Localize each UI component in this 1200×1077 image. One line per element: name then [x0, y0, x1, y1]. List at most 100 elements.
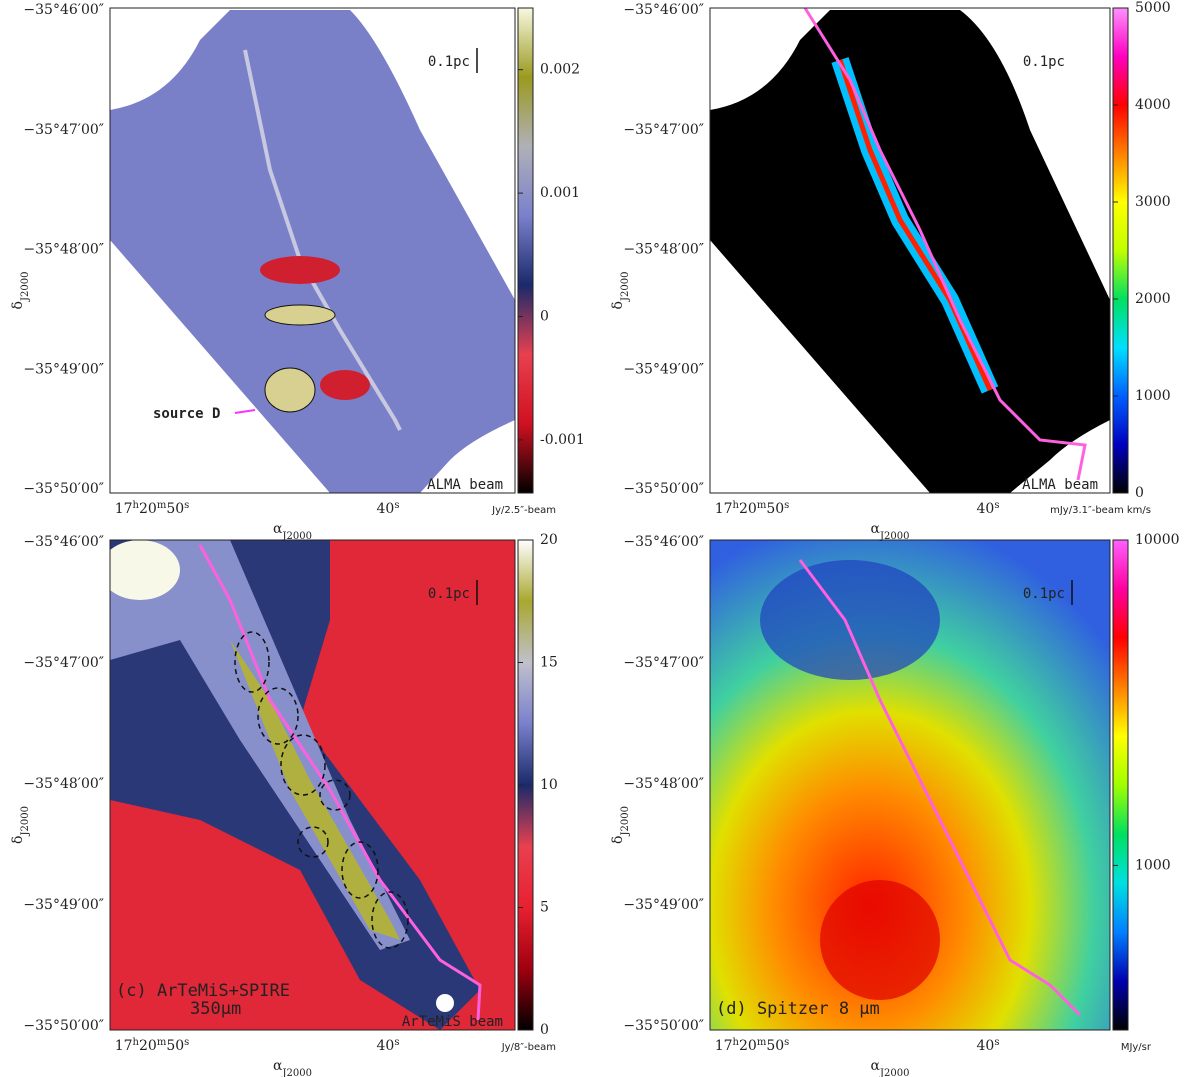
- panel-label-part: 2: [808, 475, 814, 486]
- y-axis-label-part: J2000: [620, 272, 631, 302]
- colorbar-tick-label: 10000: [1135, 532, 1180, 548]
- dec-tick-label: −35°47′00″: [623, 655, 704, 671]
- ra-tick-label-part: s: [994, 500, 999, 511]
- ra-tick-label: 40s: [377, 1037, 400, 1055]
- beam-label: ArTeMiS beam: [402, 1014, 503, 1030]
- y-axis-label-part: J2000: [620, 806, 631, 836]
- emission: [760, 560, 940, 680]
- beam-label: ALMA beam: [1022, 477, 1098, 493]
- ra-tick-label-part: 20: [739, 501, 757, 517]
- dec-tick-label: −35°47′00″: [623, 122, 704, 138]
- ra-tick-label-part: 40: [377, 501, 395, 517]
- colorbar-tick-label: 0: [540, 1022, 549, 1038]
- beam-label: ALMA beam: [427, 477, 503, 493]
- y-axis-label-part: J2000: [20, 806, 31, 836]
- scalebar-label: 0.1pc: [428, 586, 470, 602]
- x-axis-label: αJ2000: [871, 521, 910, 542]
- clump-ellipses: [234, 631, 409, 949]
- ra-tick-label-part: 40: [377, 1038, 395, 1054]
- emission: [320, 370, 370, 400]
- ra-tick-label-part: 40: [977, 501, 995, 517]
- y-axis-label: δJ2000: [10, 272, 31, 310]
- dec-tick-label: −35°50′00″: [23, 1018, 104, 1034]
- ra-tick-label: 17h20m50s: [115, 1037, 190, 1055]
- colorbar-tick-label: 5000: [1135, 0, 1171, 16]
- ra-tick-label: 40s: [377, 500, 400, 518]
- y-axis-label: δJ2000: [10, 806, 31, 844]
- x-axis-label-part: J2000: [879, 531, 909, 542]
- ra-tick-label-part: 17: [715, 1038, 733, 1054]
- scalebar-label: 0.1pc: [1023, 586, 1065, 602]
- scalebar-label: 0.1pc: [1023, 54, 1065, 70]
- dec-tick-label: −35°46′00″: [23, 534, 104, 550]
- dec-tick-label: −35°48′00″: [623, 242, 704, 258]
- panel-label-part: (b)ALMA N: [716, 462, 808, 482]
- panel-label: (a)ALMA 3.1mm: [116, 462, 249, 482]
- colorbar-tick-label: -0.001: [540, 432, 585, 448]
- colorbar-unit: Jy/2.5″-beam: [491, 505, 556, 516]
- image-a: [110, 8, 515, 493]
- ra-tick-label-part: 50: [766, 1038, 784, 1054]
- ra-tick-label-part: 50: [166, 1038, 184, 1054]
- ra-tick-label-part: h: [133, 500, 140, 511]
- ra-tick-label: 17h20m50s: [715, 500, 790, 518]
- ra-tick-label: 17h20m50s: [115, 500, 190, 518]
- annotation: source D: [153, 406, 220, 422]
- colorbar-tick-label: 4000: [1135, 97, 1171, 113]
- ra-tick-label-part: h: [733, 1037, 740, 1048]
- panel-label-part: (d) Spitzer 8 μm: [716, 999, 880, 1019]
- image-c: [110, 540, 515, 1030]
- emission: [820, 880, 940, 1000]
- ra-tick-label-part: 50: [766, 501, 784, 517]
- colorbar-tick-label: 10: [540, 777, 558, 793]
- dec-tick-label: −35°49′00″: [23, 897, 104, 913]
- y-axis-label-part: J2000: [20, 272, 31, 302]
- beam: [436, 994, 454, 1012]
- panel-label-part: 350μm: [190, 999, 241, 1019]
- filament-spines: [198, 7, 1087, 1021]
- colorbar-unit: mJy/3.1″-beam km/s: [1050, 505, 1151, 516]
- dec-tick-label: −35°49′00″: [23, 361, 104, 377]
- panel-label-part: (a)ALMA 3.1mm: [116, 462, 249, 482]
- filament: [243, 49, 402, 431]
- ra-tick-label-part: h: [733, 500, 740, 511]
- dec-tick-label: −35°48′00″: [23, 242, 104, 258]
- image-b: [710, 8, 1110, 493]
- x-axis-label-part: α: [273, 1058, 283, 1074]
- dec-tick-label: −35°49′00″: [623, 361, 704, 377]
- ra-tick-label-part: h: [133, 1037, 140, 1048]
- ra-tick-label-part: 17: [115, 1038, 133, 1054]
- colorbar-tick-label: 0: [1135, 485, 1144, 501]
- x-axis-label: αJ2000: [871, 1058, 910, 1077]
- y-axis-label-part: δ: [610, 301, 626, 309]
- ra-tick-label-part: 17: [715, 501, 733, 517]
- ra-tick-label-part: s: [784, 1037, 789, 1048]
- x-axis-label: αJ2000: [273, 1058, 312, 1077]
- colorbar-unit: MJy/sr: [1121, 1042, 1152, 1053]
- colorbar-tick-label: 20: [540, 532, 558, 548]
- x-axis-label-part: J2000: [282, 531, 312, 542]
- colorbar: [517, 7, 534, 494]
- panel-label: (d) Spitzer 8 μm: [716, 999, 880, 1019]
- ra-tick-label-part: 20: [139, 501, 157, 517]
- ra-tick-label: 40s: [977, 1037, 1000, 1055]
- emission: [264, 304, 336, 326]
- ra-tick-label-part: 50: [166, 501, 184, 517]
- x-axis-label: αJ2000: [273, 521, 312, 542]
- colorbar-tick-label: 2000: [1135, 291, 1171, 307]
- dec-tick-label: −35°47′00″: [23, 655, 104, 671]
- ra-tick-label-part: s: [184, 1037, 189, 1048]
- x-axis-label-part: J2000: [282, 1068, 312, 1077]
- panel-label-part: H: [814, 462, 824, 482]
- panel-frames: [109, 7, 1111, 1031]
- panel-label: (b)ALMA N2H+: [716, 462, 830, 486]
- scalebar-label: 0.1pc: [428, 54, 470, 70]
- colorbar-tick-label: 5: [540, 900, 549, 916]
- ra-tick-label-part: 40: [977, 1038, 995, 1054]
- ra-tick-label-part: s: [784, 500, 789, 511]
- colorbar-tick-label: 0: [540, 309, 549, 325]
- ra-tick-label-part: 17: [115, 501, 133, 517]
- colorbar-tick-label: 0.002: [540, 62, 580, 78]
- colorbar-tick-label: 3000: [1135, 194, 1171, 210]
